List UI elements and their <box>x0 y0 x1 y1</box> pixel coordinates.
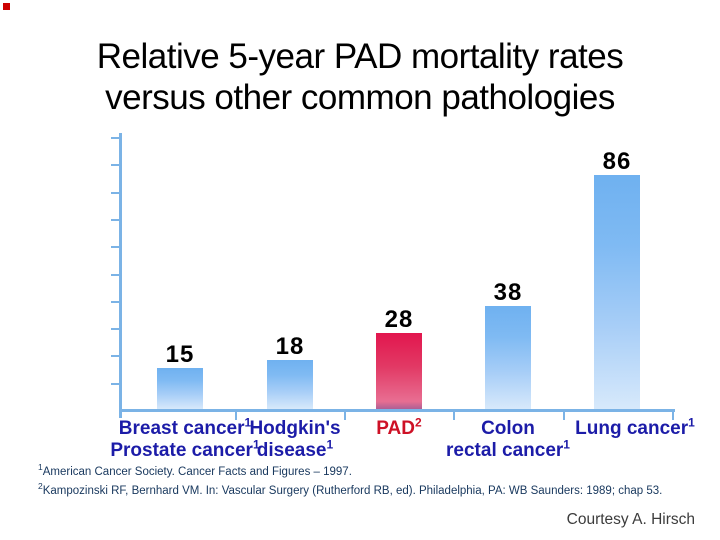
category-label-line: disease1 <box>256 437 334 461</box>
y-axis-tick <box>111 164 120 166</box>
category-label-line: Prostate cancer1 <box>110 437 260 461</box>
y-axis-tick <box>111 301 120 303</box>
footnote-2: 2Kampozinski RF, Bernhard VM. In: Vascul… <box>38 482 663 498</box>
x-axis-tick <box>235 411 237 420</box>
category-label-line: PAD2 <box>376 415 422 439</box>
bar-pad <box>376 333 422 409</box>
slide-title: Relative 5-year PAD mortality rates vers… <box>0 36 720 118</box>
courtesy-credit: Courtesy A. Hirsch <box>566 511 695 528</box>
bar-lung-cancer <box>594 175 640 409</box>
footnotes: 1American Cancer Society. Cancer Facts a… <box>38 463 663 504</box>
bar-colon-rectal-cancer <box>485 306 531 409</box>
x-axis <box>119 409 675 412</box>
slide-title-line2: versus other common pathologies <box>105 78 615 117</box>
bar-breast-prostate-cancer <box>157 368 203 409</box>
footnote-1: 1American Cancer Society. Cancer Facts a… <box>38 463 662 479</box>
bar-value-label: 28 <box>384 306 414 333</box>
category-label-colon-rectal-cancer: Colon rectal cancer1 <box>398 418 618 462</box>
y-axis-tick <box>111 137 120 139</box>
bar-value-label: 86 <box>602 148 632 175</box>
corner-accent-square <box>3 3 10 10</box>
bar-value-label: 38 <box>493 279 523 306</box>
x-axis-tick <box>453 411 455 420</box>
footnote-2-text: Kampozinski RF, Bernhard VM. In: Vascula… <box>42 485 663 497</box>
y-axis-tick <box>111 328 120 330</box>
category-label-lung-cancer: Lung cancer1 <box>525 415 720 440</box>
category-label-breast-prostate-cancer: Breast cancer1 Prostate cancer1 <box>75 415 295 462</box>
bar-value-label: 15 <box>165 341 195 368</box>
x-axis-tick <box>344 411 346 420</box>
y-axis <box>119 133 122 418</box>
y-axis-tick <box>111 219 120 221</box>
footnote-2-superscript: 2 <box>38 481 43 492</box>
category-label-hodgkins-disease: Hodgkin's disease1 <box>185 418 405 462</box>
category-label-line: Colon <box>481 418 535 439</box>
bar-hodgkins-disease <box>267 360 313 409</box>
y-axis-tick <box>111 383 120 385</box>
bar-value-label: 18 <box>275 333 305 360</box>
y-axis-tick <box>111 355 120 357</box>
x-axis-tick <box>563 411 565 420</box>
slide-title-line1: Relative 5-year PAD mortality rates <box>96 37 624 76</box>
category-label-pad: PAD2 <box>289 415 509 440</box>
category-label-line: Lung cancer1 <box>575 415 695 439</box>
footnote-1-superscript: 1 <box>38 462 43 473</box>
y-axis-tick <box>111 246 120 248</box>
footnote-1-text: American Cancer Society. Cancer Facts an… <box>42 466 352 478</box>
x-axis-tick <box>672 411 674 420</box>
category-label-line: rectal cancer1 <box>446 437 570 461</box>
category-label-line: Hodgkin's <box>249 418 341 439</box>
y-axis-tick <box>111 192 120 194</box>
y-axis-tick <box>111 274 120 276</box>
category-label-line: Breast cancer1 <box>118 415 252 439</box>
